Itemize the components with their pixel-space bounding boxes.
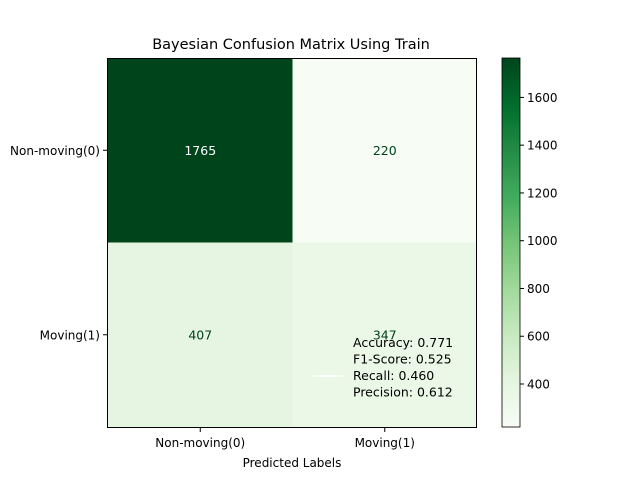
y-tick-label: Non-moving(0) bbox=[10, 144, 100, 158]
heatmap-cell bbox=[292, 242, 477, 427]
metric-label: Precision: 0.612 bbox=[353, 385, 453, 400]
cell-value-label: 1765 bbox=[184, 143, 216, 158]
chart-title: Bayesian Confusion Matrix Using Train bbox=[152, 37, 430, 53]
metric-label: Accuracy: 0.771 bbox=[353, 335, 453, 350]
metric-label: F1-Score: 0.525 bbox=[353, 352, 452, 367]
heatmap-cell bbox=[292, 58, 477, 243]
cell-value-label: 347 bbox=[373, 327, 397, 342]
metric-label: Recall: 0.460 bbox=[353, 368, 434, 383]
colorbar-tick-label: 1600 bbox=[527, 91, 558, 105]
colorbar-tick-label: 400 bbox=[527, 378, 550, 392]
heatmap-cell bbox=[108, 58, 293, 243]
y-tick-label: Moving(1) bbox=[40, 328, 100, 342]
heatmap-cell-labels: 1765 220 407 347 bbox=[184, 143, 396, 343]
x-tick-label: Non-moving(0) bbox=[155, 436, 245, 450]
x-axis-label: Predicted Labels bbox=[243, 456, 342, 470]
y-axis-ticks: Non-moving(0) Moving(1) bbox=[10, 144, 108, 342]
colorbar-tick-label: 1200 bbox=[527, 186, 558, 200]
x-tick-label: Moving(1) bbox=[355, 436, 415, 450]
heatmap-cells bbox=[108, 58, 477, 427]
colorbar: 400 600 800 1000 1200 1400 1600 bbox=[501, 57, 558, 428]
colorbar-tick-label: 1400 bbox=[527, 139, 558, 153]
colorbar-tick-label: 600 bbox=[527, 330, 550, 344]
colorbar-tick-label: 1000 bbox=[527, 234, 558, 248]
colorbar-gradient bbox=[501, 57, 521, 428]
x-axis-ticks: Non-moving(0) Moving(1) bbox=[155, 427, 415, 450]
plot-frame bbox=[107, 58, 477, 428]
colorbar-tick-label: 800 bbox=[527, 282, 550, 296]
cell-value-label: 407 bbox=[188, 327, 212, 342]
cell-value-label: 220 bbox=[373, 143, 397, 158]
heatmap-cell bbox=[108, 242, 293, 427]
